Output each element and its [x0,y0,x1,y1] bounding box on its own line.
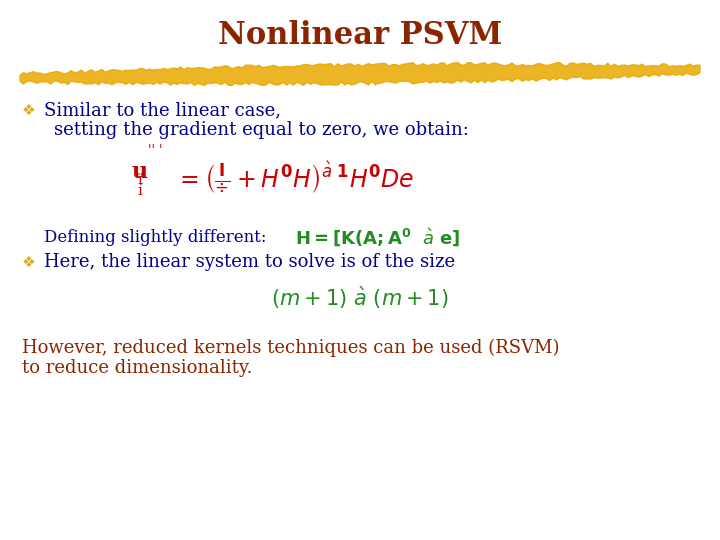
Text: u: u [132,161,148,183]
Text: '' ': '' ' [148,144,163,157]
Text: ❖: ❖ [22,103,35,118]
Text: $\mathbf{H = [K(A; A^0}\ \ \grave{a}\ \mathbf{e]}$: $\mathbf{H = [K(A; A^0}\ \ \grave{a}\ \m… [295,227,460,249]
Text: However, reduced kernels techniques can be used (RSVM): However, reduced kernels techniques can … [22,339,559,357]
Text: Similar to the linear case,: Similar to the linear case, [44,101,281,119]
Text: Defining slightly different:: Defining slightly different: [44,230,266,246]
Text: $(m + 1)\ \grave{a}\ (m + 1)$: $(m + 1)\ \grave{a}\ (m + 1)$ [271,285,449,311]
Text: ❖: ❖ [22,254,35,269]
Polygon shape [20,63,700,85]
Text: $= \left(\frac{\mathbf{I}}{\div} + H^{\mathbf{0}}H\right)^{\grave{a}\ \mathbf{1}: $= \left(\frac{\mathbf{I}}{\div} + H^{\m… [175,159,415,197]
Text: to reduce dimensionality.: to reduce dimensionality. [22,359,253,377]
Text: í: í [138,184,143,198]
Text: setting the gradient equal to zero, we obtain:: setting the gradient equal to zero, we o… [54,121,469,139]
Text: ï: ï [138,173,143,187]
Text: Here, the linear system to solve is of the size: Here, the linear system to solve is of t… [44,253,455,271]
Text: Nonlinear PSVM: Nonlinear PSVM [218,19,502,51]
